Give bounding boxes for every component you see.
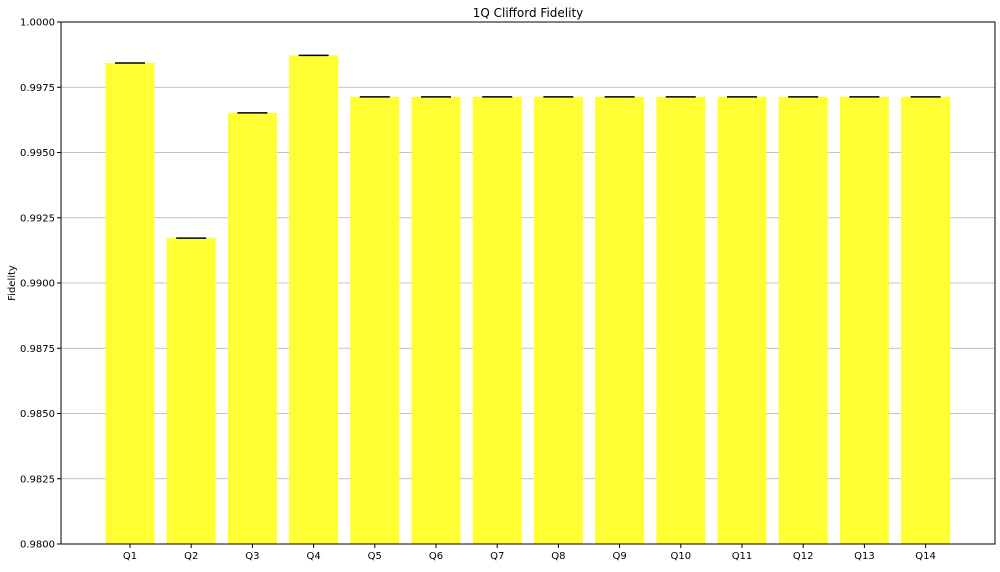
- bar-q8: [533, 96, 583, 545]
- bar-q1: [105, 62, 155, 545]
- y-tick-label: 0.9925: [20, 213, 55, 224]
- bar-q11: [717, 96, 767, 545]
- bar-q9: [595, 96, 645, 545]
- x-tick-label: Q14: [915, 551, 936, 562]
- x-tick-label: Q12: [793, 551, 814, 562]
- x-tick-label: Q9: [612, 551, 626, 562]
- x-tick-label: Q11: [732, 551, 753, 562]
- y-tick-label: 0.9850: [20, 409, 55, 420]
- bar-q10: [656, 96, 706, 545]
- bar-q14: [901, 96, 951, 545]
- x-tick-label: Q2: [184, 551, 198, 562]
- x-tick-label: Q6: [429, 551, 443, 562]
- x-tick-label: Q5: [368, 551, 382, 562]
- x-tick-label: Q7: [490, 551, 504, 562]
- y-tick-label: 0.9900: [20, 279, 55, 290]
- x-tick-label: Q1: [123, 551, 137, 562]
- y-tick-label: 0.9975: [20, 83, 55, 94]
- bar-q13: [839, 96, 889, 545]
- error-caps: [115, 54, 941, 239]
- bar-q2: [166, 238, 216, 544]
- y-axis-label: Fidelity: [7, 265, 18, 301]
- bar-q12: [778, 96, 828, 545]
- x-tick-label: Q8: [551, 551, 565, 562]
- chart-title: 1Q Clifford Fidelity: [473, 6, 584, 20]
- y-tick-label: 0.9875: [20, 344, 55, 355]
- x-tick-label: Q13: [854, 551, 875, 562]
- bar-q5: [350, 96, 400, 545]
- y-axis: 0.9800 0.9825 0.9850 0.9875 0.9900 0.9925 0.99…: [20, 18, 61, 551]
- x-axis: Q1 Q2 Q3 Q4 Q5 Q6 Q7 Q8 Q9 Q10 Q11 Q12 Q13 Q14: [123, 544, 936, 562]
- y-tick-label: 0.9950: [20, 148, 55, 159]
- gridlines: [61, 86, 995, 480]
- bar-q6: [411, 96, 461, 545]
- bar-q7: [472, 96, 522, 545]
- y-tick-label: 0.9825: [20, 474, 55, 485]
- x-tick-label: Q4: [306, 551, 320, 562]
- y-tick-label: 1.0000: [20, 18, 55, 29]
- x-tick-label: Q10: [670, 551, 691, 562]
- bar-q3: [227, 112, 277, 544]
- bar-q4: [289, 55, 339, 545]
- x-tick-label: Q3: [245, 551, 259, 562]
- y-tick-label: 0.9800: [20, 540, 55, 551]
- bars: [105, 55, 951, 545]
